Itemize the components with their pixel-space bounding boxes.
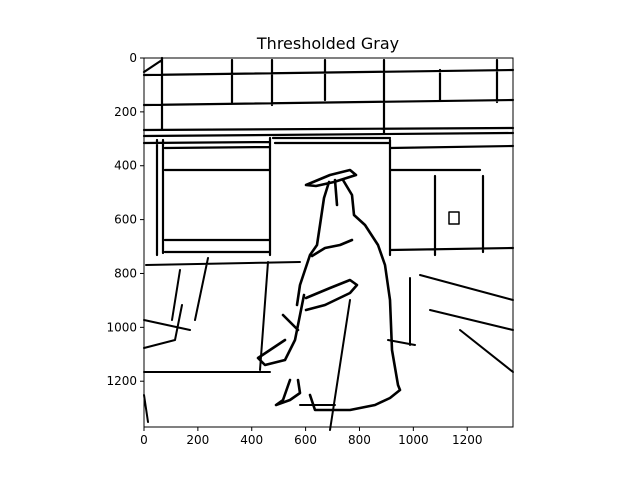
y-tick-label: 1200 — [106, 374, 137, 388]
x-tick-label: 600 — [294, 433, 317, 447]
pavement-and-bench-edges — [143, 257, 514, 431]
y-tick-label: 600 — [114, 213, 137, 227]
x-tick-label: 200 — [186, 433, 209, 447]
thresholded-image — [142, 56, 515, 431]
x-tick-label: 0 — [140, 433, 148, 447]
x-axis: 0 200 400 600 800 1000 1200 — [140, 427, 482, 447]
y-tick-label: 1000 — [106, 320, 137, 334]
x-tick-label: 1200 — [452, 433, 483, 447]
x-tick-label: 800 — [348, 433, 371, 447]
y-tick-label: 400 — [114, 159, 137, 173]
graduate-outline — [256, 168, 402, 412]
x-tick-label: 400 — [240, 433, 263, 447]
chart-title: Thresholded Gray — [256, 34, 399, 53]
y-tick-label: 200 — [114, 105, 137, 119]
y-tick-label: 800 — [114, 266, 137, 280]
window-square — [448, 211, 460, 225]
y-axis: 0 200 400 600 800 1000 1200 — [106, 51, 144, 388]
image-frame — [143, 57, 514, 428]
y-tick-label: 0 — [129, 51, 137, 65]
image-background — [144, 58, 513, 427]
building-facade-edges — [142, 56, 515, 257]
x-tick-label: 1000 — [398, 433, 429, 447]
image-strokes — [142, 56, 515, 431]
